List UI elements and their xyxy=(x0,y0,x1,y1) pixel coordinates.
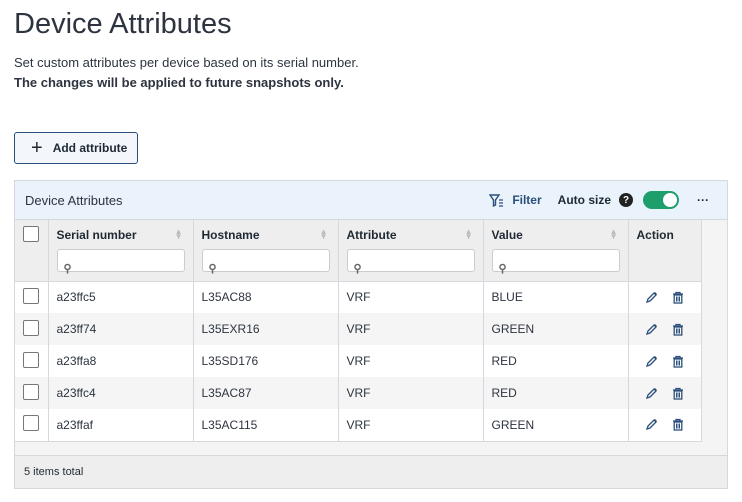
delete-icon[interactable] xyxy=(672,355,684,368)
page-note: The changes will be applied to future sn… xyxy=(14,75,344,90)
table-cell: VRF xyxy=(338,377,484,409)
search-icon: ⚲ xyxy=(208,263,217,275)
select-all-checkbox[interactable] xyxy=(23,226,39,242)
column-header[interactable]: Action xyxy=(628,220,702,282)
table-row: a23ffc4 L35AC87 VRF RED xyxy=(15,377,702,409)
page-subtitle: Set custom attributes per device based o… xyxy=(14,55,359,70)
action-cell xyxy=(628,409,702,442)
add-attribute-label: Add attribute xyxy=(52,141,128,155)
autosize-toggle[interactable] xyxy=(643,191,679,209)
table-cell: VRF xyxy=(338,313,484,345)
action-cell xyxy=(628,377,702,409)
help-icon[interactable]: ? xyxy=(619,193,633,207)
row-select-cell xyxy=(15,313,49,345)
column-header[interactable]: Serial number ▲ ▼ ⚲ xyxy=(48,220,194,282)
select-all-cell xyxy=(15,220,49,282)
row-checkbox[interactable] xyxy=(23,287,39,304)
table-row: a23ffa8 L35SD176 VRF RED xyxy=(15,345,702,377)
row-select-cell xyxy=(15,281,49,313)
page-title: Device Attributes xyxy=(14,8,232,40)
table-row: a23ffaf L35AC115 VRF GREEN xyxy=(15,409,702,442)
grid-toolbar: Device Attributes Filter Auto size ? ··· xyxy=(15,181,727,220)
delete-icon[interactable] xyxy=(672,323,684,336)
table-cell: a23ff74 xyxy=(48,313,194,345)
table-cell: BLUE xyxy=(483,281,629,313)
edit-icon[interactable] xyxy=(645,291,658,304)
device-attributes-grid: Device Attributes Filter Auto size ? ···… xyxy=(14,180,728,489)
table-cell: a23ffaf xyxy=(48,409,194,442)
column-header[interactable]: Hostname ▲ ▼ ⚲ xyxy=(193,220,339,282)
table-cell: a23ffc5 xyxy=(48,281,194,313)
row-checkbox[interactable] xyxy=(23,351,39,368)
table-cell: VRF xyxy=(338,409,484,442)
table-cell: a23ffc4 xyxy=(48,377,194,409)
table-cell: GREEN xyxy=(483,313,629,345)
grid-title: Device Attributes xyxy=(25,192,123,208)
sort-icon[interactable]: ▲ ▼ xyxy=(609,227,618,241)
column-label: Serial number xyxy=(56,228,137,242)
delete-icon[interactable] xyxy=(672,291,684,304)
edit-icon[interactable] xyxy=(645,418,658,431)
action-cell xyxy=(628,345,702,377)
row-select-cell xyxy=(15,409,49,442)
action-cell xyxy=(628,281,702,313)
row-select-cell xyxy=(15,345,49,377)
add-attribute-button[interactable]: + Add attribute xyxy=(14,132,138,164)
column-filter-input[interactable] xyxy=(346,249,475,272)
column-filter-input[interactable] xyxy=(201,249,330,272)
table-cell: VRF xyxy=(338,281,484,313)
delete-icon[interactable] xyxy=(672,387,684,400)
edit-icon[interactable] xyxy=(645,387,658,400)
filter-label: Filter xyxy=(512,193,542,207)
column-label: Attribute xyxy=(346,228,397,242)
table-cell: GREEN xyxy=(483,409,629,442)
grid-footer: 5 items total xyxy=(15,455,727,488)
table-cell: RED xyxy=(483,345,629,377)
table-cell: L35AC87 xyxy=(193,377,339,409)
filter-icon xyxy=(489,193,504,207)
table-cell: L35EXR16 xyxy=(193,313,339,345)
plus-icon: + xyxy=(31,137,43,159)
table-cell: RED xyxy=(483,377,629,409)
column-label: Action xyxy=(636,228,674,242)
column-header[interactable]: Attribute ▲ ▼ ⚲ xyxy=(338,220,484,282)
table-row: a23ff74 L35EXR16 VRF GREEN xyxy=(15,313,702,345)
row-select-cell xyxy=(15,377,49,409)
table-cell: L35AC88 xyxy=(193,281,339,313)
search-icon: ⚲ xyxy=(63,263,72,275)
sort-icon[interactable]: ▲ ▼ xyxy=(174,227,183,241)
filter-button[interactable]: Filter xyxy=(489,193,542,207)
row-checkbox[interactable] xyxy=(23,319,39,336)
edit-icon[interactable] xyxy=(645,355,658,368)
more-menu-button[interactable]: ··· xyxy=(697,193,709,207)
column-header[interactable]: Value ▲ ▼ ⚲ xyxy=(483,220,629,282)
row-checkbox[interactable] xyxy=(23,383,39,400)
column-filter-input[interactable] xyxy=(56,249,185,272)
attributes-table: Serial number ▲ ▼ ⚲ Hostname ▲ ▼ ⚲ Attribute ▲ ▼ ⚲ V… xyxy=(15,220,702,442)
delete-icon[interactable] xyxy=(672,418,684,431)
search-icon: ⚲ xyxy=(498,263,507,275)
column-filter-input[interactable] xyxy=(491,249,620,272)
table-row: a23ffc5 L35AC88 VRF BLUE xyxy=(15,281,702,313)
row-checkbox[interactable] xyxy=(23,415,39,432)
edit-icon[interactable] xyxy=(645,323,658,336)
sort-icon[interactable]: ▲ ▼ xyxy=(319,227,328,241)
column-label: Hostname xyxy=(201,228,260,242)
autosize-label: Auto size xyxy=(557,193,611,207)
column-label: Value xyxy=(491,228,523,242)
search-icon: ⚲ xyxy=(353,263,362,275)
table-cell: L35AC115 xyxy=(193,409,339,442)
table-cell: VRF xyxy=(338,345,484,377)
sort-icon[interactable]: ▲ ▼ xyxy=(464,227,473,241)
table-cell: a23ffa8 xyxy=(48,345,194,377)
action-cell xyxy=(628,313,702,345)
table-cell: L35SD176 xyxy=(193,345,339,377)
